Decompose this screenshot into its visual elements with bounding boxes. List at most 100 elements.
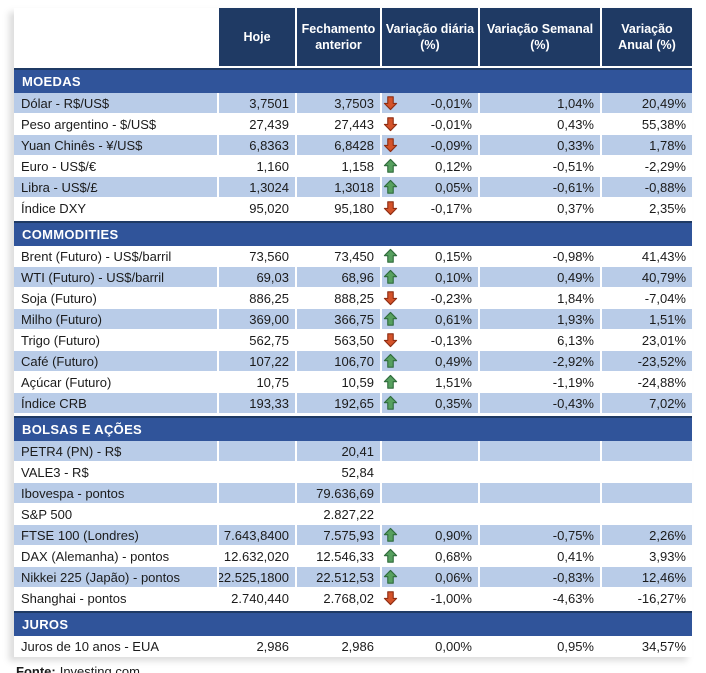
hoje-value: 73,560 bbox=[217, 246, 295, 266]
daily-change-value: 0,15% bbox=[435, 248, 472, 264]
weekly-change-value: -1,19% bbox=[478, 372, 600, 392]
fechamento-value: 563,50 bbox=[295, 330, 380, 350]
annual-change-value: 7,02% bbox=[600, 393, 692, 413]
table-row: Brent (Futuro) - US$/barril 73,560 73,45… bbox=[14, 246, 692, 267]
daily-change-cell bbox=[380, 504, 478, 524]
daily-change-value: 0,90% bbox=[435, 527, 472, 543]
table-row: Yuan Chinês - ¥/US$ 6,8363 6,8428 -0,09%… bbox=[14, 135, 692, 156]
source-label: Fonte: bbox=[16, 664, 56, 673]
daily-change-value: 0,12% bbox=[435, 158, 472, 174]
daily-change-cell: -0,17% bbox=[380, 198, 478, 218]
fechamento-value: 888,25 bbox=[295, 288, 380, 308]
hoje-value: 3,7501 bbox=[217, 93, 295, 113]
header-spacer-cell bbox=[14, 8, 217, 66]
section-title: BOLSAS E AÇÕES bbox=[22, 422, 143, 437]
hoje-value: 10,75 bbox=[217, 372, 295, 392]
trend-up-icon bbox=[383, 158, 398, 173]
table-section: MOEDAS Dólar - R$/US$ 3,7501 3,7503 -0,0… bbox=[14, 68, 692, 219]
annual-change-value: 2,26% bbox=[600, 525, 692, 545]
section-title: MOEDAS bbox=[22, 74, 81, 89]
daily-change-cell: -0,01% bbox=[380, 93, 478, 113]
row-label: Peso argentino - $/US$ bbox=[21, 116, 157, 132]
trend-down-icon bbox=[383, 201, 398, 216]
daily-change-value: 1,51% bbox=[435, 374, 472, 390]
trend-arrow bbox=[383, 201, 398, 216]
trend-arrow bbox=[383, 179, 398, 195]
fechamento-value: 95,180 bbox=[295, 198, 380, 218]
trend-down-icon bbox=[383, 138, 398, 153]
annual-change-value bbox=[600, 504, 692, 524]
trend-up-icon bbox=[383, 374, 398, 389]
hoje-value bbox=[217, 483, 295, 503]
trend-arrow bbox=[383, 117, 398, 132]
source-note: Fonte: Investing.com bbox=[16, 664, 706, 673]
table-row: Nikkei 225 (Japão) - pontos 22.525,1800 … bbox=[14, 567, 692, 588]
trend-arrow bbox=[383, 374, 398, 390]
daily-change-value: -0,09% bbox=[430, 137, 472, 153]
fechamento-value: 20,41 bbox=[295, 441, 380, 461]
table-section: JUROS Juros de 10 anos - EUA 2,986 2,986… bbox=[14, 611, 692, 657]
table-row: Ibovespa - pontos 79.636,69 bbox=[14, 483, 692, 504]
daily-change-value: -1,00% bbox=[430, 590, 472, 606]
section-bar: JUROS bbox=[14, 611, 692, 636]
section-title: JUROS bbox=[22, 617, 69, 632]
section-rows: Brent (Futuro) - US$/barril 73,560 73,45… bbox=[14, 246, 692, 414]
daily-change-cell: 0,15% bbox=[380, 246, 478, 266]
annual-change-value bbox=[600, 441, 692, 461]
row-label: Café (Futuro) bbox=[21, 353, 99, 369]
weekly-change-value: 0,37% bbox=[478, 198, 600, 218]
daily-change-cell: 0,10% bbox=[380, 267, 478, 287]
fechamento-value: 2.827,22 bbox=[295, 504, 380, 524]
section-bar: MOEDAS bbox=[14, 68, 692, 93]
daily-change-value: -0,17% bbox=[430, 200, 472, 216]
daily-change-cell bbox=[380, 483, 478, 503]
table-row: WTI (Futuro) - US$/barril 69,03 68,96 0,… bbox=[14, 267, 692, 288]
hoje-value: 22.525,1800 bbox=[217, 567, 295, 587]
table-row: Juros de 10 anos - EUA 2,986 2,986 0,00%… bbox=[14, 636, 692, 657]
section-title: COMMODITIES bbox=[22, 227, 119, 242]
daily-change-value: -0,01% bbox=[430, 95, 472, 111]
annual-change-value: -0,88% bbox=[600, 177, 692, 197]
row-label: PETR4 (PN) - R$ bbox=[21, 443, 122, 459]
table-row: S&P 500 2.827,22 bbox=[14, 504, 692, 525]
trend-arrow bbox=[383, 311, 398, 327]
row-label: Açúcar (Futuro) bbox=[21, 374, 112, 390]
annual-change-value: -7,04% bbox=[600, 288, 692, 308]
weekly-change-value: 6,13% bbox=[478, 330, 600, 350]
trend-arrow bbox=[383, 569, 398, 585]
row-label: DAX (Alemanha) - pontos bbox=[21, 548, 170, 564]
hoje-value: 562,75 bbox=[217, 330, 295, 350]
row-label: Dólar - R$/US$ bbox=[21, 95, 110, 111]
trend-arrow bbox=[383, 269, 398, 285]
trend-up-icon bbox=[383, 395, 398, 410]
trend-arrow bbox=[383, 96, 398, 111]
fechamento-value: 106,70 bbox=[295, 351, 380, 371]
fechamento-value: 68,96 bbox=[295, 267, 380, 287]
fechamento-value: 2,986 bbox=[295, 636, 380, 656]
annual-change-value: -24,88% bbox=[600, 372, 692, 392]
table-row: PETR4 (PN) - R$ 20,41 bbox=[14, 441, 692, 462]
weekly-change-value: 1,04% bbox=[478, 93, 600, 113]
daily-change-cell: 0,61% bbox=[380, 309, 478, 329]
daily-change-cell: 0,49% bbox=[380, 351, 478, 371]
hoje-value: 1,160 bbox=[217, 156, 295, 176]
weekly-change-value: 1,84% bbox=[478, 288, 600, 308]
daily-change-cell bbox=[380, 462, 478, 482]
weekly-change-value: -0,61% bbox=[478, 177, 600, 197]
trend-arrow bbox=[383, 465, 398, 480]
table-row: Índice DXY 95,020 95,180 -0,17% 0,37% 2,… bbox=[14, 198, 692, 219]
weekly-change-value: -4,63% bbox=[478, 588, 600, 608]
row-label: Ibovespa - pontos bbox=[21, 485, 125, 501]
section-rows: PETR4 (PN) - R$ 20,41 VALE3 - R$ 52,84 bbox=[14, 441, 692, 609]
weekly-change-value: 0,95% bbox=[478, 636, 600, 656]
annual-change-value: 20,49% bbox=[600, 93, 692, 113]
weekly-change-value: 1,93% bbox=[478, 309, 600, 329]
trend-arrow bbox=[383, 333, 398, 348]
weekly-change-value bbox=[478, 483, 600, 503]
annual-change-value bbox=[600, 483, 692, 503]
source-value: Investing.com bbox=[59, 664, 140, 673]
fechamento-value: 52,84 bbox=[295, 462, 380, 482]
section-rows: Juros de 10 anos - EUA 2,986 2,986 0,00%… bbox=[14, 636, 692, 657]
row-label: Índice CRB bbox=[21, 395, 87, 411]
row-label: Yuan Chinês - ¥/US$ bbox=[21, 137, 143, 153]
